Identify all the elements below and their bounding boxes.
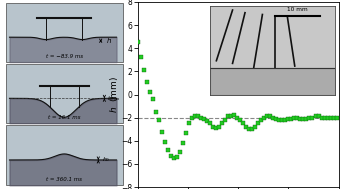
Point: [286, 117, 291, 120]
Point: [150, 98, 156, 101]
Point: [307, 116, 312, 119]
Point: [325, 116, 330, 119]
Point: [144, 80, 150, 83]
Point: [271, 116, 276, 119]
Point: [232, 114, 237, 117]
Point: [253, 125, 258, 129]
Point: [165, 149, 171, 152]
Point: [168, 154, 174, 157]
Point: [328, 116, 333, 119]
Point: [301, 117, 306, 120]
Point: [174, 156, 180, 159]
Point: [295, 116, 300, 119]
Point: [205, 120, 210, 123]
Point: [298, 117, 303, 120]
Text: t = −83.9 ms: t = −83.9 ms: [46, 54, 83, 59]
Point: [141, 69, 147, 72]
Point: [235, 116, 240, 119]
Text: t = 16.1 ms: t = 16.1 ms: [48, 115, 80, 120]
Point: [192, 115, 198, 118]
Point: [289, 117, 294, 120]
Point: [162, 140, 168, 143]
Point: [304, 117, 309, 120]
Bar: [6, 125, 122, 185]
Point: [225, 115, 231, 118]
Text: t = 360.1 ms: t = 360.1 ms: [46, 177, 82, 182]
Point: [216, 125, 222, 129]
Text: $h_0$: $h_0$: [102, 156, 110, 164]
Point: [210, 125, 216, 129]
Point: [135, 41, 141, 44]
Point: [313, 115, 318, 118]
Point: [316, 115, 321, 118]
Text: $h_{\rm max}$: $h_{\rm max}$: [107, 94, 121, 103]
Point: [255, 122, 261, 125]
Point: [268, 115, 273, 118]
Point: [138, 56, 144, 59]
Point: [322, 116, 327, 119]
Point: [331, 116, 336, 119]
Point: [244, 125, 249, 129]
Point: [159, 130, 165, 133]
Point: [274, 117, 279, 120]
Point: [156, 119, 162, 122]
Point: [259, 119, 264, 122]
Point: [240, 122, 246, 125]
Point: [130, 27, 136, 30]
Point: [195, 115, 201, 118]
Point: [247, 128, 252, 131]
Point: [250, 128, 255, 131]
Point: [277, 119, 282, 122]
Point: [265, 115, 270, 118]
Point: [220, 122, 225, 125]
Text: $h$: $h$: [106, 36, 111, 45]
Point: [183, 131, 189, 134]
Point: [280, 119, 285, 122]
Bar: [6, 3, 122, 62]
Point: [171, 157, 177, 160]
Point: [207, 122, 213, 125]
Point: [147, 91, 153, 94]
Point: [292, 116, 297, 119]
Point: [334, 116, 339, 119]
Point: [153, 110, 159, 113]
Point: [198, 116, 204, 119]
Point: [189, 116, 195, 119]
Point: [201, 117, 207, 120]
Point: [319, 116, 324, 119]
Bar: [6, 64, 122, 123]
Point: [310, 116, 315, 119]
Point: [238, 119, 243, 122]
Point: [228, 115, 234, 118]
Point: [213, 127, 219, 130]
Point: [223, 119, 228, 122]
Point: [177, 151, 183, 154]
Point: [262, 116, 267, 119]
Point: [180, 142, 186, 145]
Y-axis label: $h$  (mm): $h$ (mm): [108, 76, 120, 113]
Point: [186, 122, 192, 125]
Point: [283, 119, 288, 122]
